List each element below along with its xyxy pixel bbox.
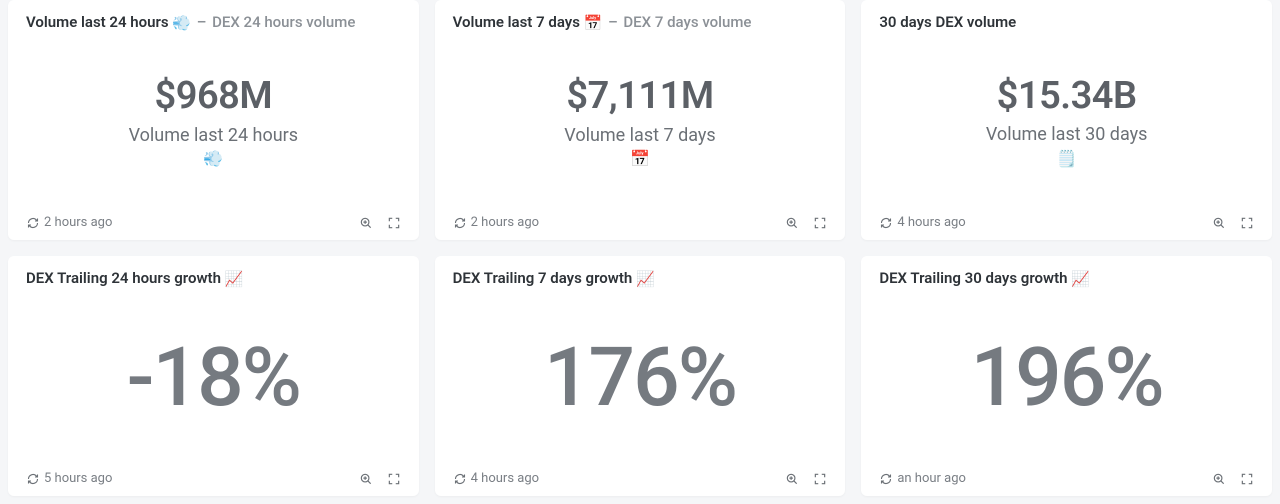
fullscreen-icon[interactable] bbox=[1240, 472, 1254, 486]
card-body: $968M Volume last 24 hours 💨 bbox=[26, 37, 401, 207]
metric-value: $15.34B bbox=[997, 76, 1137, 118]
metric-value: 176% bbox=[544, 337, 736, 419]
card-body: 176% bbox=[453, 293, 828, 463]
card-footer: 2 hours ago bbox=[453, 215, 828, 230]
card-footer: 5 hours ago bbox=[26, 471, 401, 486]
card-actions bbox=[785, 216, 827, 230]
card-title: Volume last 24 hours bbox=[26, 13, 172, 31]
metric-sub-label: Volume last 7 days bbox=[564, 124, 715, 147]
metric-card-growth-7d: DEX Trailing 7 days growth 📈 176% 4 hour… bbox=[435, 256, 846, 496]
refresh-icon[interactable] bbox=[453, 216, 467, 230]
updated-text: 2 hours ago bbox=[471, 215, 539, 230]
card-body: 196% bbox=[879, 293, 1254, 463]
metric-value: -18% bbox=[127, 337, 300, 419]
metric-card-growth-30d: DEX Trailing 30 days growth 📈 196% an ho… bbox=[861, 256, 1272, 496]
metric-sub-label: Volume last 30 days bbox=[986, 123, 1148, 146]
dash-emoji-icon: 💨 bbox=[203, 149, 223, 168]
card-header: Volume last 7 days 📅 – DEX 7 days volume bbox=[453, 12, 828, 33]
updated-timestamp: 5 hours ago bbox=[26, 471, 112, 486]
updated-timestamp: 2 hours ago bbox=[453, 215, 539, 230]
calendar-emoji-icon: 📅 bbox=[630, 149, 650, 168]
metric-sub-label: Volume last 24 hours bbox=[129, 124, 298, 147]
card-footer: 2 hours ago bbox=[26, 215, 401, 230]
updated-timestamp: 2 hours ago bbox=[26, 215, 112, 230]
card-actions bbox=[1212, 216, 1254, 230]
updated-timestamp: 4 hours ago bbox=[453, 471, 539, 486]
calendar-emoji-icon: 📅 bbox=[584, 14, 603, 32]
card-title: Volume last 7 days bbox=[453, 13, 584, 31]
card-header: DEX Trailing 7 days growth 📈 bbox=[453, 268, 828, 289]
updated-text: 4 hours ago bbox=[897, 215, 965, 230]
fullscreen-icon[interactable] bbox=[387, 472, 401, 486]
zoom-in-icon[interactable] bbox=[1212, 472, 1226, 486]
metric-card-growth-24h: DEX Trailing 24 hours growth 📈 -18% 5 ho… bbox=[8, 256, 419, 496]
card-footer: an hour ago bbox=[879, 471, 1254, 486]
chart-emoji-icon: 📈 bbox=[1071, 270, 1090, 288]
fullscreen-icon[interactable] bbox=[387, 216, 401, 230]
card-subtitle: DEX 24 hours volume bbox=[212, 13, 355, 31]
card-header: 30 days DEX volume bbox=[879, 12, 1254, 32]
card-body: $7,111M Volume last 7 days 📅 bbox=[453, 37, 828, 207]
zoom-in-icon[interactable] bbox=[359, 216, 373, 230]
chart-emoji-icon: 📈 bbox=[636, 270, 655, 288]
zoom-in-icon[interactable] bbox=[359, 472, 373, 486]
dash-emoji-icon: 💨 bbox=[172, 14, 191, 32]
card-title: 30 days DEX volume bbox=[879, 13, 1016, 31]
refresh-icon[interactable] bbox=[879, 216, 893, 230]
card-header: Volume last 24 hours 💨 – DEX 24 hours vo… bbox=[26, 12, 401, 33]
title-separator: – bbox=[606, 13, 620, 31]
chart-emoji-icon: 📈 bbox=[225, 270, 244, 288]
metric-value: $7,111M bbox=[566, 76, 713, 118]
refresh-icon[interactable] bbox=[879, 472, 893, 486]
refresh-icon[interactable] bbox=[26, 472, 40, 486]
refresh-icon[interactable] bbox=[453, 472, 467, 486]
card-body: $15.34B Volume last 30 days 🗒️ bbox=[879, 36, 1254, 207]
zoom-in-icon[interactable] bbox=[1212, 216, 1226, 230]
card-actions bbox=[785, 472, 827, 486]
card-actions bbox=[359, 216, 401, 230]
updated-timestamp: an hour ago bbox=[879, 471, 966, 486]
card-header: DEX Trailing 24 hours growth 📈 bbox=[26, 268, 401, 289]
notepad-emoji-icon: 🗒️ bbox=[1057, 149, 1077, 168]
zoom-in-icon[interactable] bbox=[785, 472, 799, 486]
updated-text: 2 hours ago bbox=[44, 215, 112, 230]
metric-value: $968M bbox=[155, 76, 273, 118]
updated-timestamp: 4 hours ago bbox=[879, 215, 965, 230]
refresh-icon[interactable] bbox=[26, 216, 40, 230]
card-header: DEX Trailing 30 days growth 📈 bbox=[879, 268, 1254, 289]
metric-value: 196% bbox=[971, 337, 1163, 419]
metric-card-volume-7d: Volume last 7 days 📅 – DEX 7 days volume… bbox=[435, 0, 846, 240]
card-body: -18% bbox=[26, 293, 401, 463]
updated-text: 4 hours ago bbox=[471, 471, 539, 486]
fullscreen-icon[interactable] bbox=[1240, 216, 1254, 230]
fullscreen-icon[interactable] bbox=[813, 472, 827, 486]
card-actions bbox=[359, 472, 401, 486]
metric-card-volume-24h: Volume last 24 hours 💨 – DEX 24 hours vo… bbox=[8, 0, 419, 240]
dashboard-grid: Volume last 24 hours 💨 – DEX 24 hours vo… bbox=[0, 0, 1280, 504]
updated-text: an hour ago bbox=[897, 471, 966, 486]
card-title: DEX Trailing 7 days growth bbox=[453, 269, 636, 287]
card-title: DEX Trailing 24 hours growth bbox=[26, 269, 225, 287]
zoom-in-icon[interactable] bbox=[785, 216, 799, 230]
card-footer: 4 hours ago bbox=[453, 471, 828, 486]
card-footer: 4 hours ago bbox=[879, 215, 1254, 230]
fullscreen-icon[interactable] bbox=[813, 216, 827, 230]
updated-text: 5 hours ago bbox=[44, 471, 112, 486]
title-separator: – bbox=[195, 13, 209, 31]
card-title: DEX Trailing 30 days growth bbox=[879, 269, 1071, 287]
metric-card-volume-30d: 30 days DEX volume $15.34B Volume last 3… bbox=[861, 0, 1272, 240]
card-subtitle: DEX 7 days volume bbox=[623, 13, 751, 31]
card-actions bbox=[1212, 472, 1254, 486]
